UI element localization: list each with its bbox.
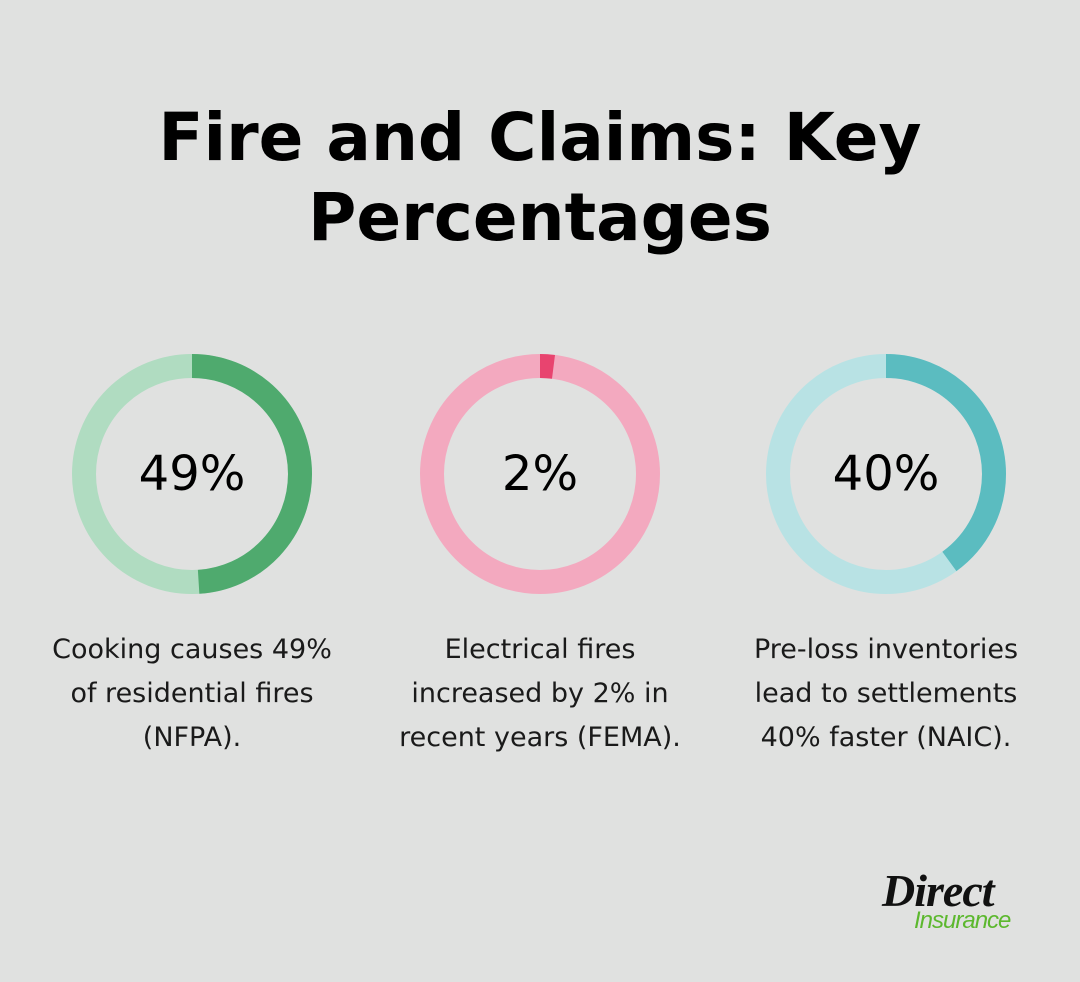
caption-line: 40% faster (NAIC). xyxy=(760,722,1012,753)
caption-inventories: Pre-loss inventories lead to settlements… xyxy=(716,628,1056,760)
gauge-value: 40% xyxy=(832,446,940,502)
donut-gauge-inventories: 40% xyxy=(766,354,1006,594)
caption-line: lead to settlements xyxy=(754,678,1018,709)
gauge-value: 2% xyxy=(501,446,579,502)
caption-line: of residential fires xyxy=(70,678,314,709)
caption-cooking: Cooking causes 49% of residential fires … xyxy=(22,628,362,760)
page-title: Fire and Claims: Key Percentages xyxy=(0,98,1080,258)
donut-ring xyxy=(72,354,312,594)
gauge-value: 49% xyxy=(138,446,246,502)
caption-line: Cooking causes 49% xyxy=(52,634,332,665)
caption-line: (NFPA). xyxy=(142,722,242,753)
caption-line: recent years (FEMA). xyxy=(399,722,681,753)
donut-gauge-electrical: 2% xyxy=(420,354,660,594)
logo-insurance-text: Insurance xyxy=(914,907,1011,934)
caption-line: increased by 2% in xyxy=(411,678,669,709)
direct-insurance-logo: Direct Insurance xyxy=(880,868,1040,938)
caption-line: Pre-loss inventories xyxy=(753,634,1019,665)
donut-ring xyxy=(766,354,1006,594)
caption-electrical: Electrical fires increased by 2% in rece… xyxy=(370,628,710,760)
donut-ring xyxy=(420,354,660,594)
donut-gauge-cooking: 49% xyxy=(72,354,312,594)
caption-line: Electrical fires xyxy=(444,634,636,665)
title-line-2: Percentages xyxy=(308,179,772,256)
title-line-1: Fire and Claims: Key xyxy=(158,99,922,176)
logo-direct-text: Direct xyxy=(882,865,995,916)
